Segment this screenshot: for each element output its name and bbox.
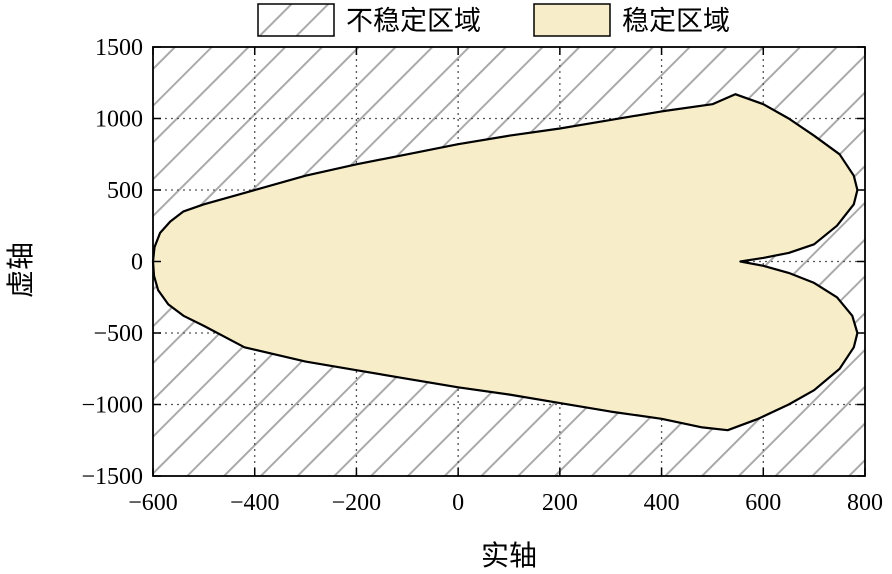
x-tick-label: −400: [230, 490, 280, 516]
legend-swatch-stable: [533, 3, 611, 37]
x-tick-label: 400: [644, 490, 680, 516]
legend: 不稳定区域 稳定区域: [257, 3, 730, 37]
y-tick-label: 1000: [95, 107, 143, 133]
legend-label-unstable: 不稳定区域: [346, 6, 481, 37]
y-tick-label: 1500: [95, 35, 143, 61]
y-tick-label: −500: [93, 321, 143, 347]
x-tick-label: 200: [542, 490, 578, 516]
legend-swatch-unstable: [257, 3, 335, 37]
y-tick-label: −1000: [81, 393, 143, 419]
x-tick-label: −600: [128, 490, 178, 516]
stable-region-boundary: [151, 93, 859, 432]
x-tick-label: −200: [332, 490, 382, 516]
y-tick-label: −1500: [81, 464, 143, 490]
y-axis-label: 虚轴: [4, 242, 37, 298]
x-axis-label: 实轴: [481, 539, 537, 572]
x-tick-labels: −600 −400 −200 0 200 400 600 800: [128, 490, 883, 516]
y-tick-label: 500: [107, 178, 143, 204]
x-tick-label: 800: [847, 490, 883, 516]
x-tick-label: 0: [452, 490, 464, 516]
x-tick-label: 600: [745, 490, 781, 516]
y-tick-labels: −1500 −1000 −500 0 500 1000 1500: [81, 35, 143, 490]
stable-region-area: [151, 93, 859, 432]
tick-marks: [152, 46, 866, 477]
y-tick-label: 0: [131, 250, 143, 276]
legend-label-stable: 稳定区域: [622, 6, 730, 37]
